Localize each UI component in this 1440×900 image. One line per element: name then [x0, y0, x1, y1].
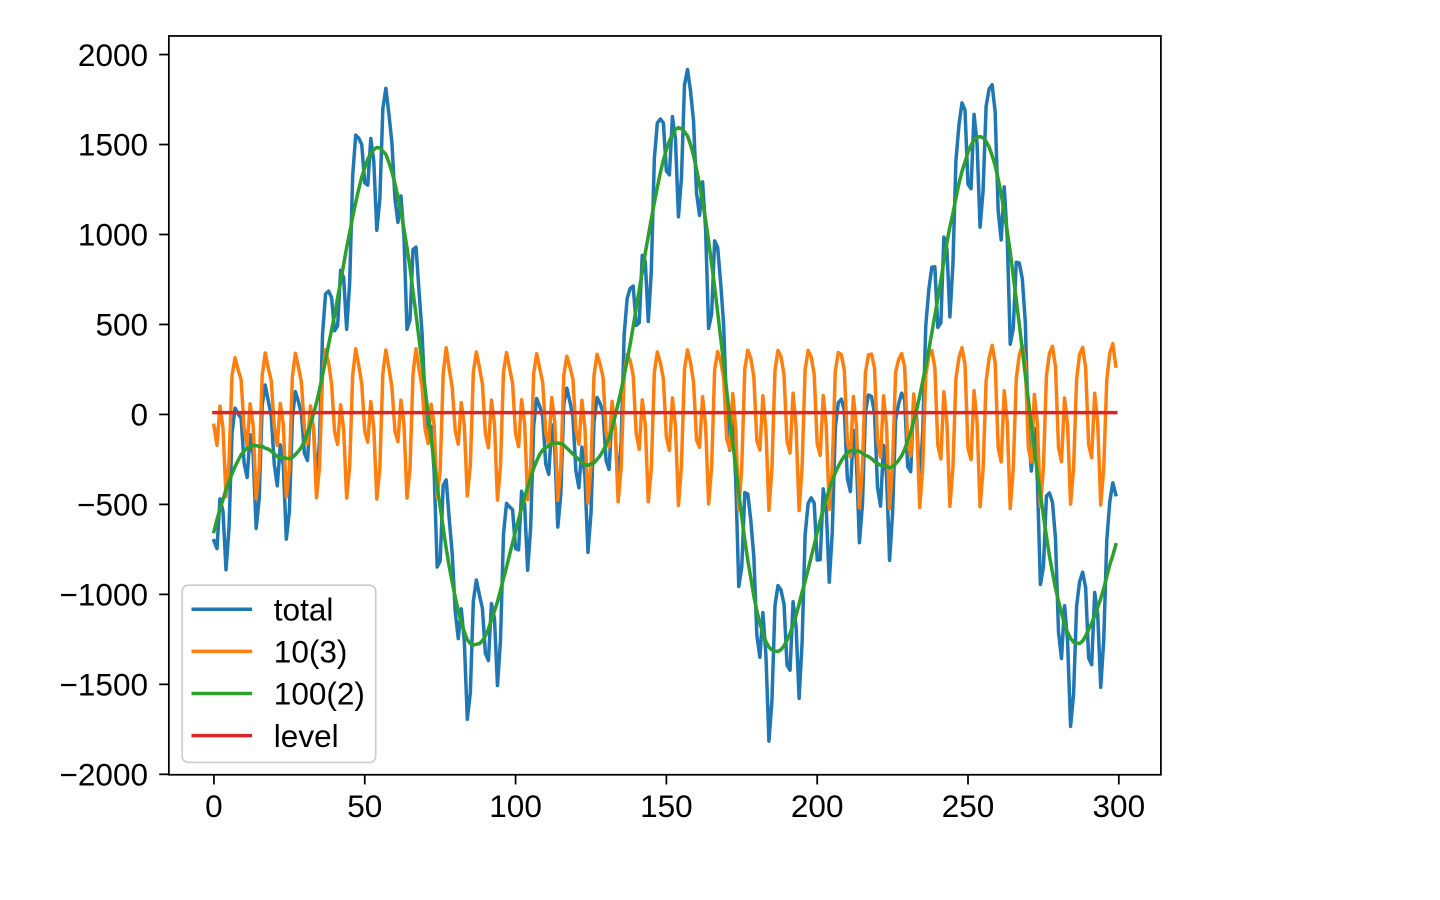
- svg-text:−1000: −1000: [60, 577, 148, 613]
- svg-text:150: 150: [640, 788, 693, 824]
- svg-text:2000: 2000: [78, 37, 148, 73]
- svg-text:300: 300: [1093, 788, 1146, 824]
- svg-text:200: 200: [791, 788, 844, 824]
- svg-text:500: 500: [95, 307, 148, 343]
- svg-text:0: 0: [205, 788, 223, 824]
- svg-text:100(2): 100(2): [274, 676, 365, 712]
- svg-text:−2000: −2000: [60, 757, 148, 793]
- svg-text:100: 100: [489, 788, 542, 824]
- svg-text:50: 50: [347, 788, 382, 824]
- svg-text:−500: −500: [77, 487, 148, 523]
- svg-text:250: 250: [942, 788, 995, 824]
- svg-text:level: level: [274, 718, 339, 754]
- svg-text:−1500: −1500: [60, 667, 148, 703]
- svg-text:10(3): 10(3): [274, 634, 348, 670]
- svg-text:1500: 1500: [78, 127, 148, 163]
- svg-text:1000: 1000: [78, 217, 148, 253]
- svg-text:0: 0: [130, 397, 148, 433]
- svg-text:total: total: [274, 592, 334, 628]
